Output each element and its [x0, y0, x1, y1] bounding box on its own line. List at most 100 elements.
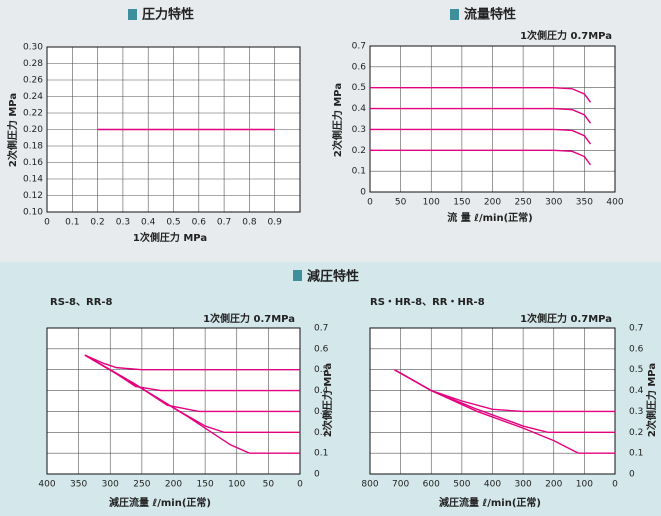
x-tick-label: 0.9 — [268, 218, 283, 228]
x-tick-label: 0.8 — [242, 218, 257, 228]
series-line — [370, 87, 592, 103]
x-tick-label: 200 — [484, 198, 501, 208]
y-tick-label: 0.20 — [23, 125, 43, 135]
x-tick-label: 250 — [133, 480, 150, 490]
x-tick-label: 50 — [263, 480, 275, 490]
y-tick-label: 0 — [314, 470, 320, 480]
y-tick-label: 0.6 — [352, 62, 367, 72]
x-tick-label: 100 — [423, 198, 440, 208]
y-tick-label: 0.18 — [23, 142, 43, 152]
y-tick-label: 0.4 — [314, 386, 329, 396]
y-tick-label: 0.5 — [314, 365, 328, 375]
x-tick-label: 500 — [453, 480, 470, 490]
y-tick-label: 0.26 — [23, 76, 43, 86]
x-tick-label: 0 — [612, 480, 618, 490]
x-tick-label: 800 — [361, 480, 378, 490]
series-line — [370, 149, 592, 166]
x-tick-label: 250 — [515, 198, 532, 208]
x-tick-label: 300 — [515, 480, 532, 490]
x-tick-label: 0.6 — [192, 218, 207, 228]
x-tick-label: 600 — [423, 480, 440, 490]
chart-subtitle: RS・HR-8、RR・HR-8 — [370, 297, 485, 308]
series-line — [394, 369, 615, 454]
y-tick-label: 0.24 — [23, 92, 43, 102]
chart-title: 圧力特性 — [142, 7, 194, 23]
y-tick-label: 0.7 — [352, 42, 366, 52]
plot-border — [46, 46, 301, 213]
x-tick-label: 0.5 — [166, 218, 180, 228]
plot-border — [369, 327, 616, 475]
x-tick-label: 300 — [545, 198, 562, 208]
chart-title: 流量特性 — [464, 7, 516, 23]
y-tick-label: 0.7 — [314, 324, 328, 334]
chart-subtitle: RS-8、RR-8 — [50, 297, 113, 308]
heading-icon — [450, 9, 459, 20]
x-tick-label: 0.1 — [65, 218, 79, 228]
x-tick-label: 0 — [44, 218, 50, 228]
x-tick-label: 700 — [392, 480, 409, 490]
x-tick-label: 200 — [545, 480, 562, 490]
annotation: 1次側圧力 0.7MPa — [520, 29, 612, 42]
plot-border — [46, 327, 301, 475]
y-axis-label: 2次側圧力 MPa — [331, 83, 344, 157]
y-tick-label: 0.3 — [629, 407, 643, 417]
x-axis-label: 1次側圧力 MPa — [133, 231, 207, 244]
heading-icon — [293, 270, 302, 281]
y-tick-label: 0.5 — [629, 365, 643, 375]
heading-icon — [128, 9, 137, 20]
x-tick-label: 0.4 — [141, 218, 156, 228]
y-tick-label: 0.12 — [23, 191, 43, 201]
y-tick-label: 0.10 — [23, 208, 43, 218]
x-tick-label: 150 — [197, 480, 214, 490]
y-tick-label: 0.16 — [23, 158, 43, 168]
section-title: 減圧特性 — [307, 269, 359, 285]
x-tick-label: 300 — [102, 480, 119, 490]
x-tick-label: 400 — [38, 480, 55, 490]
x-tick-label: 0.7 — [217, 218, 231, 228]
y-tick-label: 0.3 — [352, 125, 366, 135]
y-tick-label: 0.4 — [629, 386, 644, 396]
x-tick-label: 350 — [576, 198, 593, 208]
x-tick-label: 0 — [297, 480, 303, 490]
y-axis-label: 2次側圧力 MPa — [645, 363, 658, 437]
x-tick-label: 0 — [367, 198, 373, 208]
y-tick-label: 0.5 — [352, 83, 366, 93]
annotation: 1次側圧力 0.7MPa — [520, 312, 612, 325]
x-tick-label: 400 — [606, 198, 623, 208]
series-line — [370, 128, 592, 145]
y-tick-label: 0.30 — [23, 43, 43, 53]
x-tick-label: 200 — [165, 480, 182, 490]
x-tick-label: 400 — [484, 480, 501, 490]
x-axis-label: 減圧流量 ℓ/min(正常) — [439, 496, 541, 509]
y-tick-label: 0.2 — [314, 428, 328, 438]
y-axis-label: 2次側圧力 MPa — [321, 363, 334, 437]
y-tick-label: 0.22 — [23, 109, 43, 119]
y-tick-label: 0 — [629, 470, 635, 480]
y-tick-label: 0.3 — [314, 407, 328, 417]
series-line — [84, 354, 300, 371]
x-tick-label: 0.2 — [90, 218, 104, 228]
y-tick-label: 0.6 — [629, 344, 644, 354]
x-axis-label: 減圧流量 ℓ/min(正常) — [109, 496, 211, 509]
x-tick-label: 100 — [576, 480, 593, 490]
y-tick-label: 0.7 — [629, 324, 643, 334]
y-tick-label: 0 — [360, 188, 366, 198]
y-tick-label: 0.6 — [314, 344, 329, 354]
series-line — [84, 354, 300, 454]
y-tick-label: 0.1 — [629, 449, 643, 459]
series-line — [370, 107, 592, 124]
x-tick-label: 100 — [228, 480, 245, 490]
x-tick-label: 0.3 — [116, 218, 130, 228]
y-tick-label: 0.1 — [352, 167, 366, 177]
x-tick-label: 50 — [395, 198, 407, 208]
plot-border — [369, 45, 616, 193]
y-axis-label: 2次側圧力 MPa — [6, 93, 19, 167]
y-tick-label: 0.28 — [23, 59, 43, 69]
y-tick-label: 0.1 — [314, 449, 328, 459]
y-tick-label: 0.2 — [629, 428, 643, 438]
y-tick-label: 0.4 — [352, 104, 367, 114]
x-axis-label: 流 量 ℓ/min(正常) — [447, 211, 532, 224]
y-tick-label: 0.14 — [23, 175, 43, 185]
y-tick-label: 0.2 — [352, 146, 366, 156]
